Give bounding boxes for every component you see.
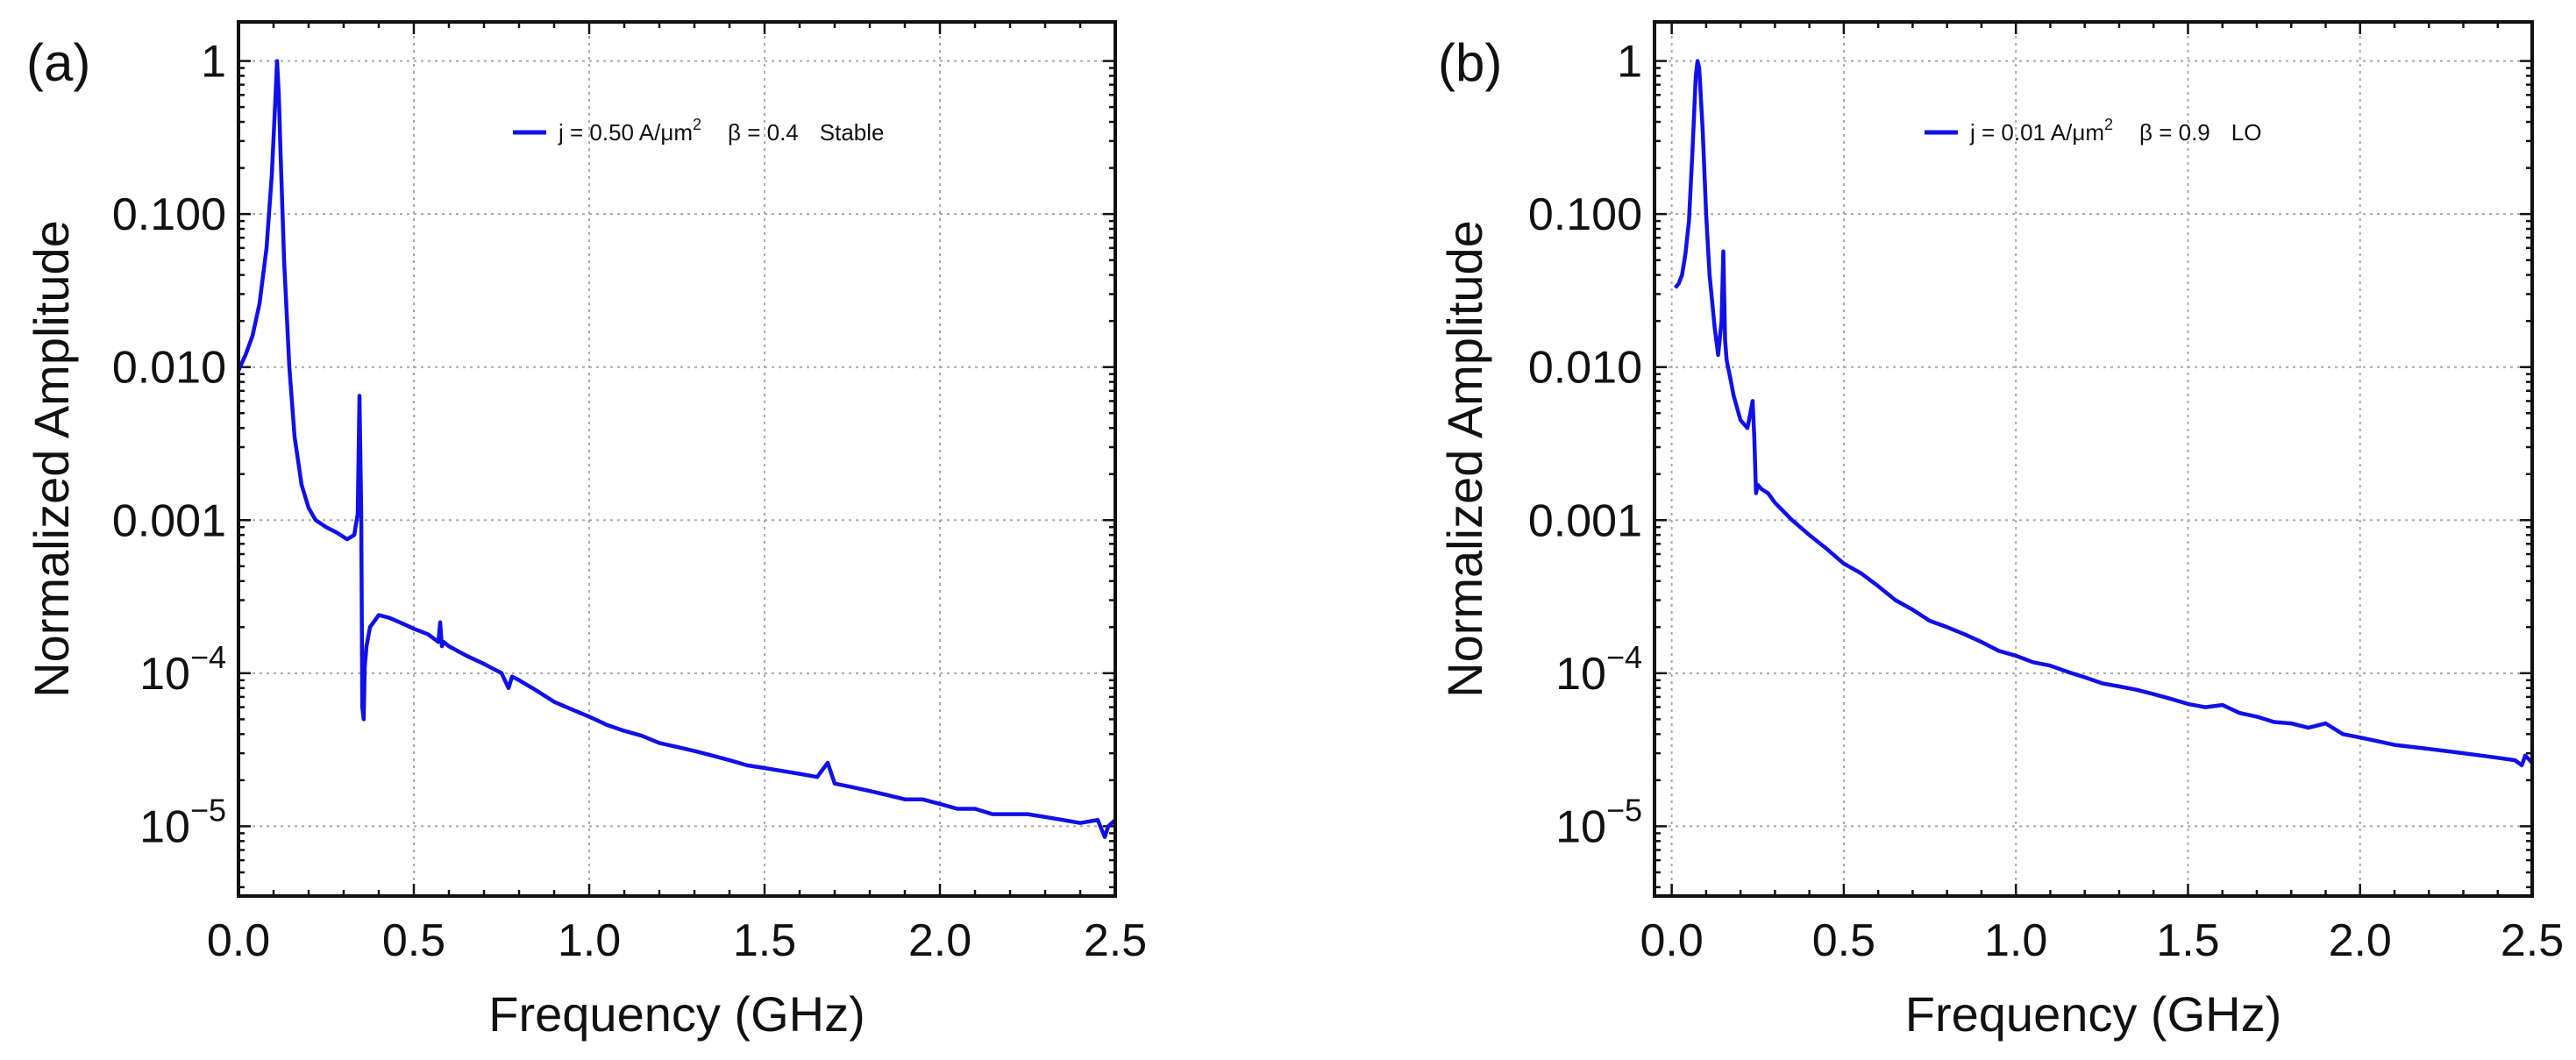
x-tick-label: 1.0 [1984,915,2047,966]
y-axis-title: Normalized Amplitude [24,220,79,698]
y-tick-label: 0.001 [112,495,226,546]
y-tick-label: 1 [201,37,226,88]
y-tick-label: 1 [1617,37,1642,88]
y-tick-label: 10−5 [1555,792,1642,852]
legend: j = 0.01 A/μm2 β = 0.9 LO [1925,116,2261,146]
x-axis-title: Frequency (GHz) [1905,986,2281,1042]
x-tick-label: 1.5 [733,915,796,966]
y-tick-label: 0.001 [1528,495,1642,546]
x-tick-label: 0.0 [1640,915,1703,966]
y-tick-label: 0.100 [112,189,226,240]
y-tick-label: 0.010 [112,343,226,394]
series-line [1673,59,2534,768]
x-tick-label: 1.0 [558,915,621,966]
y-tick-label: 10−5 [139,792,226,852]
legend: j = 0.50 A/μm2 β = 0.4 Stable [513,116,885,146]
plot-frame [1653,20,2534,898]
x-tick-label: 2.0 [908,915,971,966]
x-axis-title: Frequency (GHz) [488,986,865,1042]
panel-a: 0.0 0.5 1.0 1.5 2.0 2.5 1 0.100 0.010 0.001 10−4 10… [24,20,1147,1042]
panel-b: 0.0 0.5 1.0 1.5 2.0 2.5 1 0.100 0.010 0.001 10−4 10… [1437,20,2564,1042]
y-tick-label: 0.010 [1528,343,1642,394]
panel-label: (b) [1438,33,1502,92]
y-tick-label: 10−4 [1555,639,1642,700]
x-tick-label: 2.0 [2329,915,2392,966]
x-tick-label: 2.5 [2501,915,2564,966]
x-tick-label: 0.5 [1812,915,1875,966]
plot-frame [237,20,1117,898]
x-tick-label: 2.5 [1084,915,1147,966]
legend-label: j = 0.01 A/μm2 β = 0.9 LO [1969,116,2261,146]
y-tick-label: 0.100 [1528,189,1642,240]
y-axis-title: Normalized Amplitude [1437,220,1492,698]
legend-label: j = 0.50 A/μm2 β = 0.4 Stable [558,116,885,146]
x-tick-label: 0.0 [207,915,270,966]
series-line [236,59,1117,839]
x-tick-label: 1.5 [2156,915,2219,966]
panel-label: (a) [26,33,90,92]
y-tick-label: 10−4 [139,639,226,700]
x-tick-label: 0.5 [382,915,445,966]
